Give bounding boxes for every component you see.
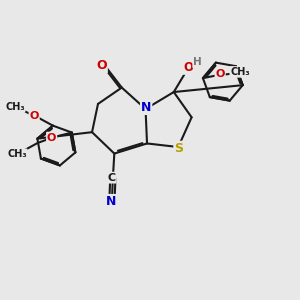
Text: C: C (108, 172, 116, 183)
Text: N: N (106, 195, 116, 208)
Text: O: O (183, 61, 193, 74)
Text: O: O (215, 69, 225, 79)
Text: O: O (47, 133, 56, 142)
Text: O: O (96, 59, 107, 72)
Text: O: O (29, 110, 39, 121)
Text: S: S (174, 142, 183, 155)
Text: CH₃: CH₃ (7, 149, 27, 159)
Text: CH₃: CH₃ (230, 67, 250, 77)
Text: N: N (141, 101, 151, 114)
Text: CH₃: CH₃ (5, 102, 25, 112)
Text: H: H (193, 57, 202, 67)
